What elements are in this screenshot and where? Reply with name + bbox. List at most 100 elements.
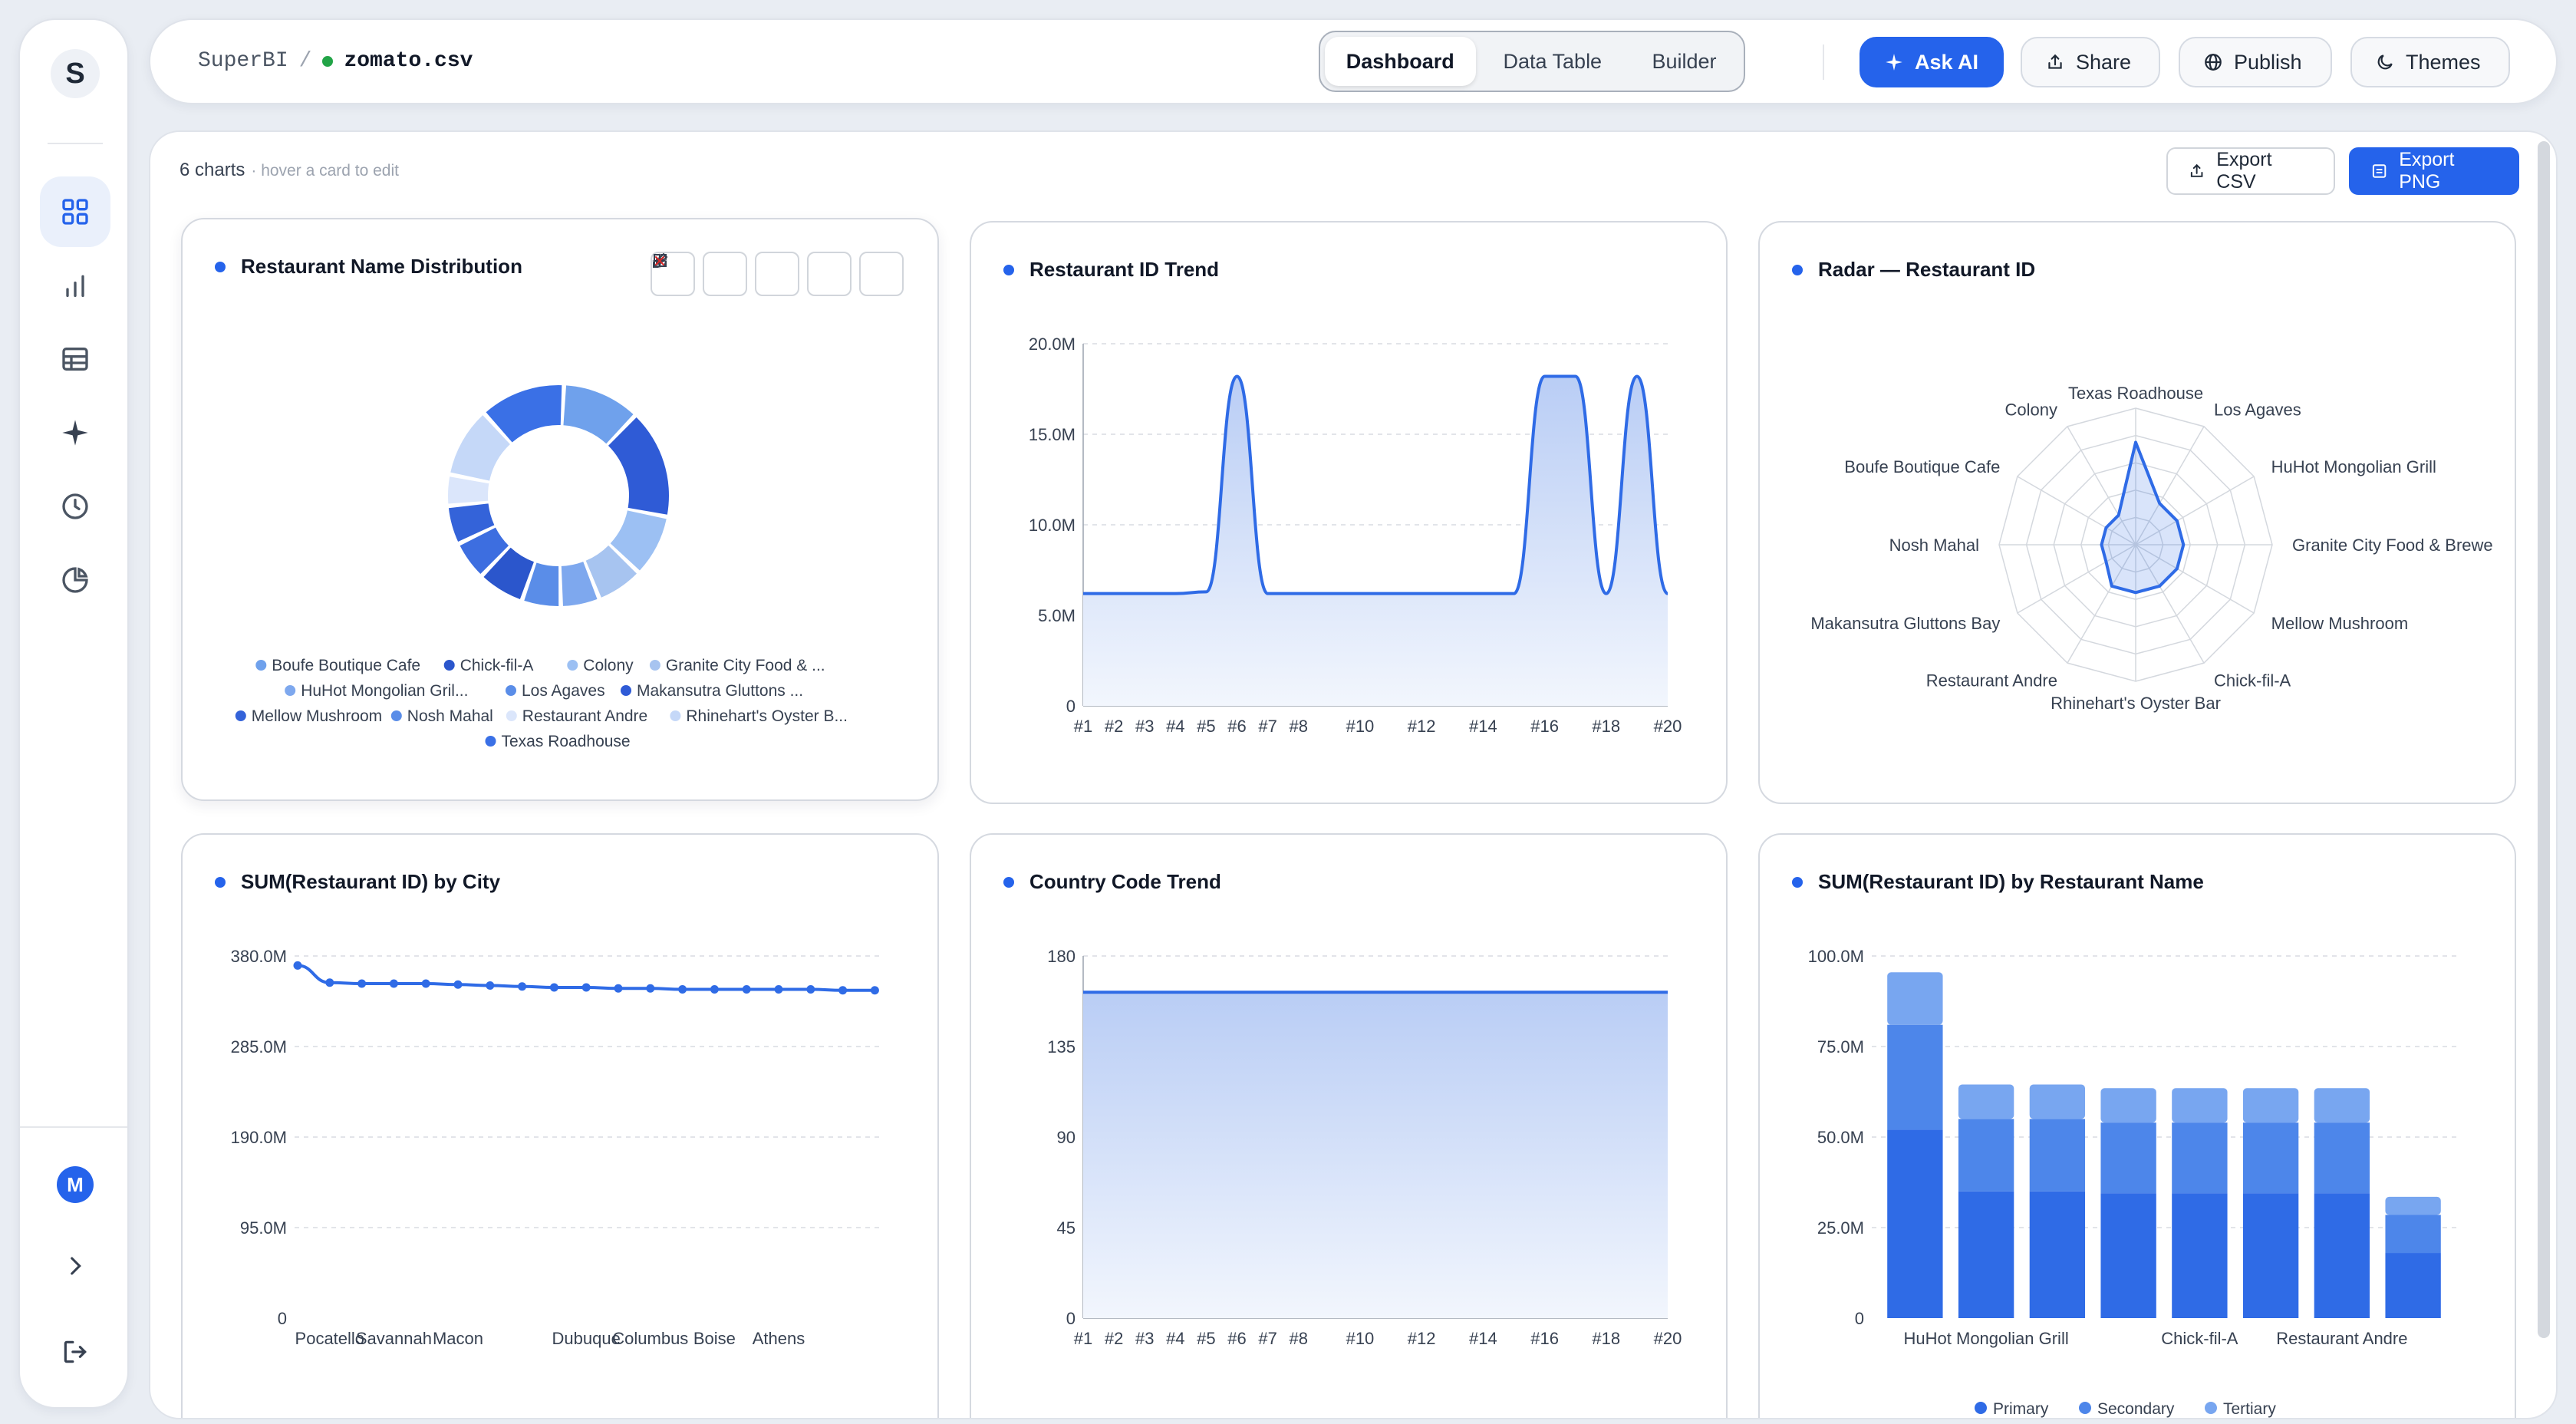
bar-segment	[2100, 1088, 2156, 1123]
radar-axis-label: Colony	[2005, 400, 2057, 419]
legend-swatch	[506, 685, 516, 696]
nav-charts[interactable]	[40, 250, 110, 321]
radar-spoke	[2067, 544, 2136, 664]
chart-card-restaurant-name-distribution[interactable]: Restaurant Name Distribution Boufe Bouti…	[181, 218, 939, 801]
chart-card-country-code-trend[interactable]: Country Code Trend 0 45 90 135 180 #1 #2 #3 #4 #5…	[970, 833, 1728, 1418]
bar-segment	[2172, 1193, 2228, 1318]
chart-title-text: Restaurant ID Trend	[1029, 258, 1220, 281]
x-tick-label: #3	[1135, 1329, 1154, 1348]
x-tick-label: #10	[1346, 717, 1375, 736]
area-fill	[1083, 992, 1668, 1318]
tab-builder[interactable]: Builder	[1652, 49, 1717, 73]
left-rail: S M	[18, 18, 129, 1409]
legend-swatch	[255, 660, 267, 671]
radar-axis-label: Makansutra Gluttons Bay	[1810, 614, 2000, 633]
data-point	[678, 984, 687, 994]
legend-swatch	[2205, 1402, 2217, 1414]
radar-axis-label: Boufe Boutique Cafe	[1844, 457, 2000, 476]
donut-chart: Boufe Boutique Cafe Chick-fil-A Colony Gran…	[235, 385, 848, 750]
table-icon	[62, 348, 88, 371]
y-tick-label: 90	[1057, 1128, 1076, 1147]
avatar[interactable]: M	[57, 1166, 94, 1203]
area-chart: 0 5.0M 10.0M 15.0M 20.0M #1 #2 #3 #4 #5 #6 #7 #8 #10 #…	[1029, 335, 1682, 736]
legend-label: Mellow Mushroom	[252, 707, 382, 725]
y-tick-label: 100.0M	[1808, 947, 1864, 966]
rail-divider	[48, 143, 103, 144]
x-tick-label: Athens	[753, 1329, 805, 1348]
legend-label: Chick-fil-A	[460, 657, 534, 674]
expand-button[interactable]	[653, 252, 747, 296]
area-fill	[1083, 376, 1668, 706]
x-tick-label: Pocatello	[295, 1329, 365, 1348]
radar-spoke	[2135, 426, 2205, 546]
x-tick-label: Macon	[433, 1329, 483, 1348]
ai-edit-button[interactable]	[651, 252, 695, 296]
radar-axis-label: Granite City Food & Brewe	[2292, 536, 2493, 555]
export-csv-button[interactable]: Export CSV	[2166, 147, 2335, 195]
y-tick-label: 0	[278, 1309, 287, 1328]
nav-reports[interactable]	[40, 545, 110, 615]
publish-button[interactable]: Publish	[2179, 37, 2332, 87]
ask-ai-button[interactable]: Ask AI	[1860, 37, 2004, 87]
download-button[interactable]	[654, 252, 852, 296]
x-tick-label: #12	[1408, 717, 1436, 736]
rail-divider	[20, 1126, 127, 1128]
tab-dashboard[interactable]: Dashboard	[1325, 37, 1476, 86]
data-point	[486, 981, 495, 991]
data-point	[549, 983, 558, 992]
pie-chart-icon	[62, 567, 88, 593]
logout-button[interactable]	[40, 1317, 110, 1387]
export-png-button[interactable]: Export PNG	[2349, 147, 2519, 195]
y-tick-label: 180	[1047, 947, 1076, 966]
legend-label: Restaurant Andre	[522, 707, 647, 725]
donut-slice	[610, 510, 667, 571]
moon-icon	[2377, 54, 2393, 70]
chart-card-sum-by-city[interactable]: SUM(Restaurant ID) by City 0 95.0M 190.0M 2…	[181, 833, 939, 1418]
nav-ai[interactable]	[40, 397, 110, 468]
nav-dashboard[interactable]	[40, 176, 110, 247]
bar-segment	[2029, 1084, 2086, 1119]
themes-button[interactable]: Themes	[2350, 37, 2510, 87]
legend-label: Rhinehart's Oyster B...	[686, 707, 848, 725]
chart-card-sum-by-restaurant-name[interactable]: SUM(Restaurant ID) by Restaurant Name 0 2…	[1758, 833, 2516, 1418]
dashboard-panel: 6 charts · hover a card to edit Export CS…	[149, 130, 2558, 1419]
nav-table[interactable]	[40, 324, 110, 394]
x-tick-label: #14	[1469, 717, 1497, 736]
radar-axis-label: Restaurant Andre	[1926, 671, 2057, 691]
chart-title: Radar — Restaurant ID	[1792, 258, 2035, 282]
x-tick-label: #6	[1227, 717, 1246, 736]
tab-data-table[interactable]: Data Table	[1503, 49, 1603, 73]
line-chart: 0 95.0M 190.0M 285.0M 380.0M PocatelloSavanna…	[231, 947, 879, 1348]
x-tick-label: #6	[1227, 1329, 1246, 1348]
y-tick-label: 135	[1047, 1037, 1076, 1056]
radar-axis-label: Rhinehart's Oyster Bar	[2051, 694, 2221, 713]
chart-card-restaurant-id-trend[interactable]: Restaurant ID Trend 0 5.0M 10.0M 15.0M 20.0M…	[970, 221, 1728, 804]
bar-segment	[1887, 972, 1943, 1025]
x-tick-label: Savannah	[356, 1329, 432, 1348]
legend-swatch	[285, 685, 296, 696]
breadcrumb-app[interactable]: SuperBI	[198, 49, 288, 73]
data-point	[518, 982, 527, 991]
bar-segment	[2029, 1119, 2086, 1192]
chart-title: SUM(Restaurant ID) by Restaurant Name	[1792, 870, 2204, 894]
scrollbar[interactable]	[2538, 141, 2550, 1338]
radar-spoke	[2135, 544, 2255, 614]
nav-history[interactable]	[40, 471, 110, 542]
share-button[interactable]: Share	[2021, 37, 2160, 87]
expand-rail-button[interactable]	[40, 1231, 110, 1301]
bar-segment	[2242, 1088, 2299, 1123]
publish-label: Publish	[2234, 50, 2302, 74]
y-tick-label: 285.0M	[231, 1037, 287, 1056]
chart-card-radar-restaurant-id[interactable]: Radar — Restaurant ID Texas Roadhouse Los…	[1758, 221, 2516, 804]
x-tick-label: #2	[1105, 717, 1123, 736]
chart-title-text: Radar — Restaurant ID	[1818, 258, 2036, 281]
app-logo[interactable]: S	[51, 49, 100, 98]
globe-icon	[2205, 54, 2222, 71]
data-point	[421, 979, 430, 988]
x-tick-label: #18	[1592, 1329, 1620, 1348]
donut-slice	[561, 562, 598, 606]
y-tick-label: 0	[1855, 1309, 1864, 1328]
data-point	[646, 984, 655, 993]
remove-chart-button[interactable]	[655, 252, 904, 296]
legend-swatch	[567, 660, 578, 671]
